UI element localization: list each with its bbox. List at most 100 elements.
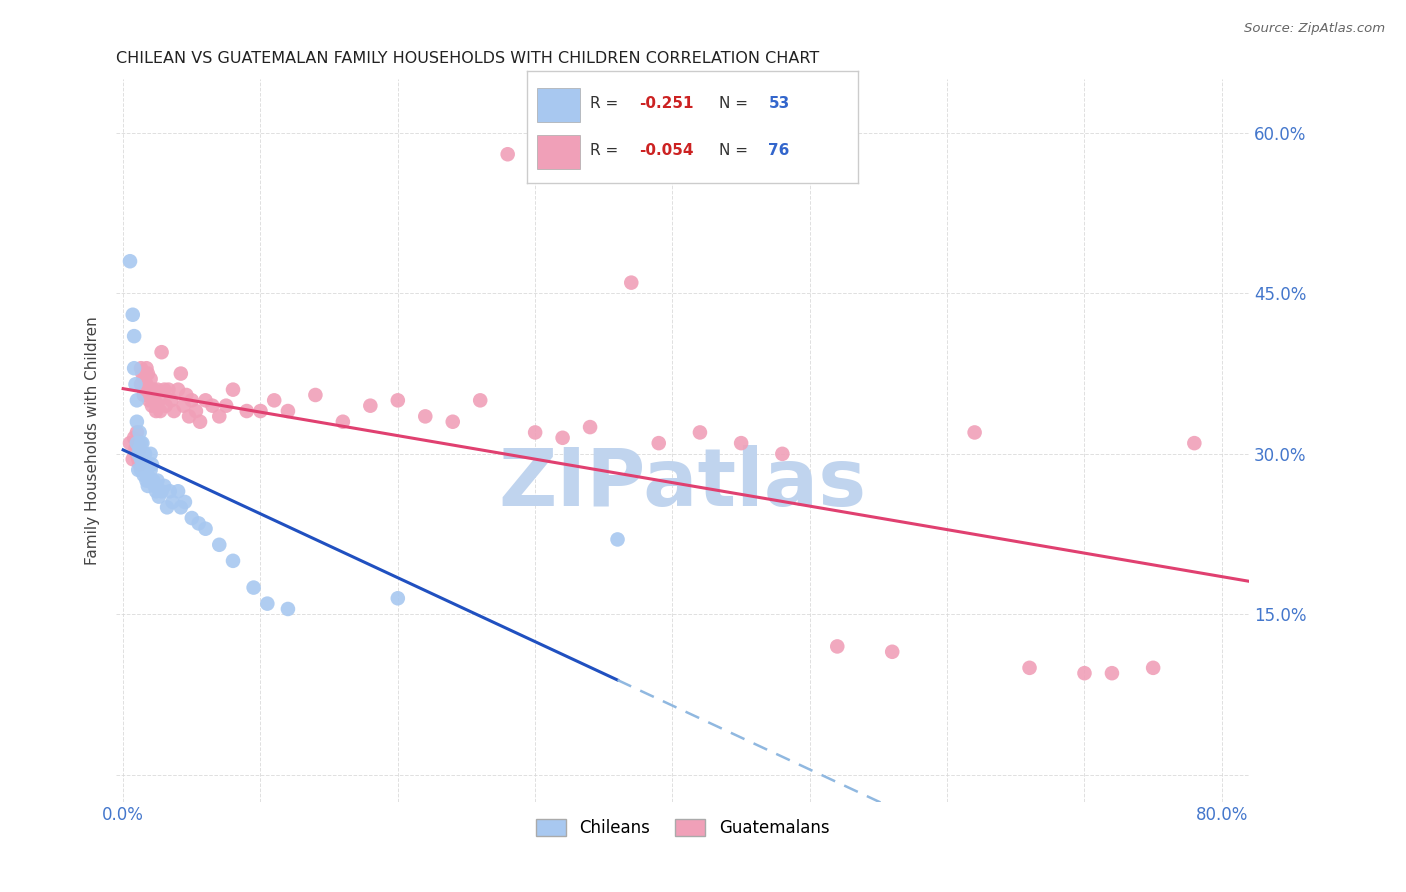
Point [132, 468, 155, 483]
Point [127, 447, 149, 461]
Point [145, 484, 167, 499]
Point [128, 425, 150, 440]
Point [413, 409, 436, 424]
Point [441, 415, 464, 429]
Point [125, 425, 148, 440]
Point [176, 388, 198, 402]
Point [551, 431, 574, 445]
Point [139, 463, 162, 477]
Legend: Chileans, Guatemalans: Chileans, Guatemalans [530, 813, 837, 844]
Point [122, 431, 145, 445]
Point [194, 522, 217, 536]
Point [134, 447, 156, 461]
Point [124, 377, 146, 392]
Point [139, 388, 162, 402]
Point [387, 393, 409, 408]
Point [1142, 661, 1164, 675]
Point [215, 399, 238, 413]
Text: R =: R = [591, 144, 623, 158]
Point [263, 393, 285, 408]
Point [153, 383, 176, 397]
Point [620, 276, 643, 290]
Point [128, 442, 150, 456]
Point [146, 474, 169, 488]
Point [131, 436, 153, 450]
Point [135, 361, 157, 376]
Point [118, 254, 141, 268]
Point [163, 404, 186, 418]
Text: -0.054: -0.054 [640, 144, 695, 158]
Point [118, 436, 141, 450]
Point [129, 377, 152, 392]
Point [170, 500, 193, 515]
Point [157, 383, 180, 397]
Point [129, 436, 152, 450]
Point [143, 479, 166, 493]
Point [141, 399, 163, 413]
Point [129, 452, 152, 467]
Point [159, 484, 181, 499]
FancyBboxPatch shape [537, 136, 581, 169]
Point [187, 516, 209, 531]
Point [132, 388, 155, 402]
Point [125, 447, 148, 461]
Point [135, 463, 157, 477]
Point [730, 436, 752, 450]
Point [131, 367, 153, 381]
Point [142, 383, 165, 397]
Point [208, 538, 231, 552]
Point [689, 425, 711, 440]
Point [138, 393, 160, 408]
Point [827, 640, 849, 654]
Point [125, 393, 148, 408]
Point [122, 361, 145, 376]
Point [606, 533, 628, 547]
Point [770, 447, 793, 461]
Point [387, 591, 409, 606]
Point [1073, 666, 1095, 681]
Point [524, 425, 547, 440]
Point [129, 361, 152, 376]
Point [304, 388, 326, 402]
Point [155, 399, 177, 413]
Point [222, 554, 245, 568]
Point [136, 367, 159, 381]
Point [125, 415, 148, 429]
Point [579, 420, 602, 434]
Point [1182, 436, 1205, 450]
Point [1018, 661, 1040, 675]
Text: N =: N = [718, 144, 752, 158]
Point [134, 383, 156, 397]
FancyBboxPatch shape [537, 88, 581, 121]
Point [173, 399, 195, 413]
Y-axis label: Family Households with Children: Family Households with Children [86, 316, 100, 565]
Point [128, 458, 150, 472]
Point [138, 474, 160, 488]
Point [145, 404, 167, 418]
Point [174, 495, 197, 509]
Point [131, 452, 153, 467]
Point [1101, 666, 1123, 681]
Point [136, 468, 159, 483]
Point [149, 404, 172, 418]
Point [277, 602, 299, 616]
Point [122, 329, 145, 343]
Point [332, 415, 354, 429]
Point [184, 404, 207, 418]
Point [177, 409, 200, 424]
Point [135, 377, 157, 392]
Text: R =: R = [591, 96, 623, 111]
Point [127, 436, 149, 450]
Point [139, 447, 162, 461]
Point [141, 458, 163, 472]
Point [167, 383, 190, 397]
Point [963, 425, 986, 440]
Point [121, 452, 143, 467]
Point [242, 581, 264, 595]
Point [129, 463, 152, 477]
Point [143, 393, 166, 408]
Point [148, 490, 170, 504]
Point [470, 393, 492, 408]
Point [167, 484, 190, 499]
Point [359, 399, 381, 413]
